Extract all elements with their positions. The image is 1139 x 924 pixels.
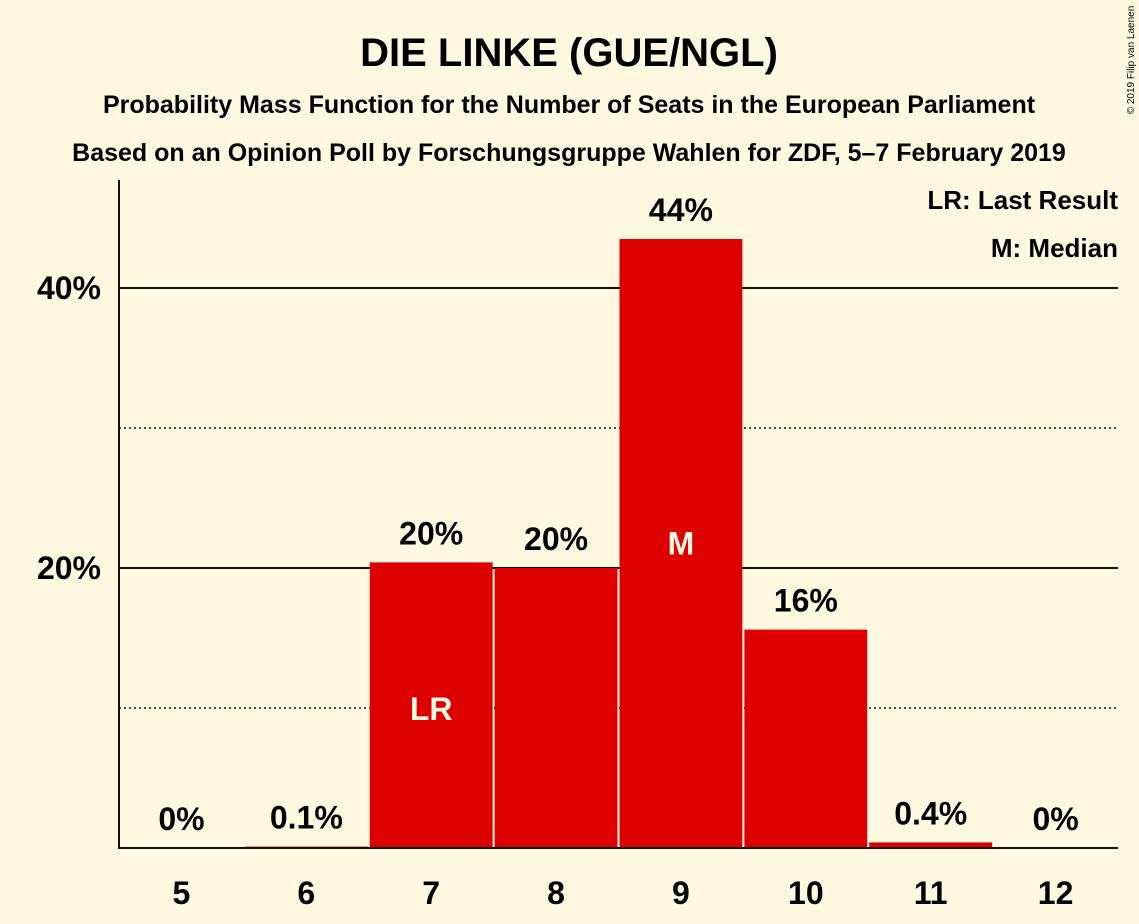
bar (619, 239, 743, 848)
x-tick-label: 5 (173, 875, 191, 911)
data-label: 0% (1032, 801, 1078, 837)
data-label: 44% (649, 192, 713, 228)
data-label: 0.4% (894, 795, 967, 831)
data-label: 20% (524, 521, 588, 557)
bar-marker: LR (410, 691, 453, 727)
bar-marker: M (668, 526, 695, 562)
chart-title: DIE LINKE (GUE/NGL) (360, 31, 778, 75)
data-label: 16% (774, 583, 838, 619)
data-label: 0.1% (270, 800, 343, 836)
gridlines (119, 287, 1118, 709)
data-label: 20% (399, 515, 463, 551)
x-tick-label: 9 (672, 875, 690, 911)
x-tick-label: 11 (914, 875, 948, 911)
bar (494, 568, 618, 848)
x-tick-label: 10 (788, 875, 824, 911)
chart-subtitle: Probability Mass Function for the Number… (103, 91, 1036, 119)
axes: 20% 40% 5 6 7 8 9 10 11 12 (37, 180, 1118, 911)
legend-last-result: LR: Last Result (927, 185, 1118, 215)
x-tick-label: 7 (422, 875, 440, 911)
y-tick-label: 20% (37, 550, 101, 586)
x-tick-label: 8 (547, 875, 565, 911)
x-tick-label: 6 (297, 875, 315, 911)
y-tick-label: 40% (37, 270, 101, 306)
bar (744, 629, 868, 848)
copyright: © 2019 Filip van Laenen (1126, 6, 1137, 115)
data-label: 0% (158, 801, 204, 837)
bar-labels: 0% 0.1% 20% LR 20% 44% M 16% 0.4% 0% (158, 192, 1078, 837)
chart-subtitle-2: Based on an Opinion Poll by Forschungsgr… (72, 139, 1066, 167)
bars (244, 239, 993, 848)
bar (369, 562, 493, 848)
bar (869, 842, 993, 848)
x-tick-label: 12 (1038, 875, 1074, 911)
legend-median: M: Median (991, 233, 1118, 263)
